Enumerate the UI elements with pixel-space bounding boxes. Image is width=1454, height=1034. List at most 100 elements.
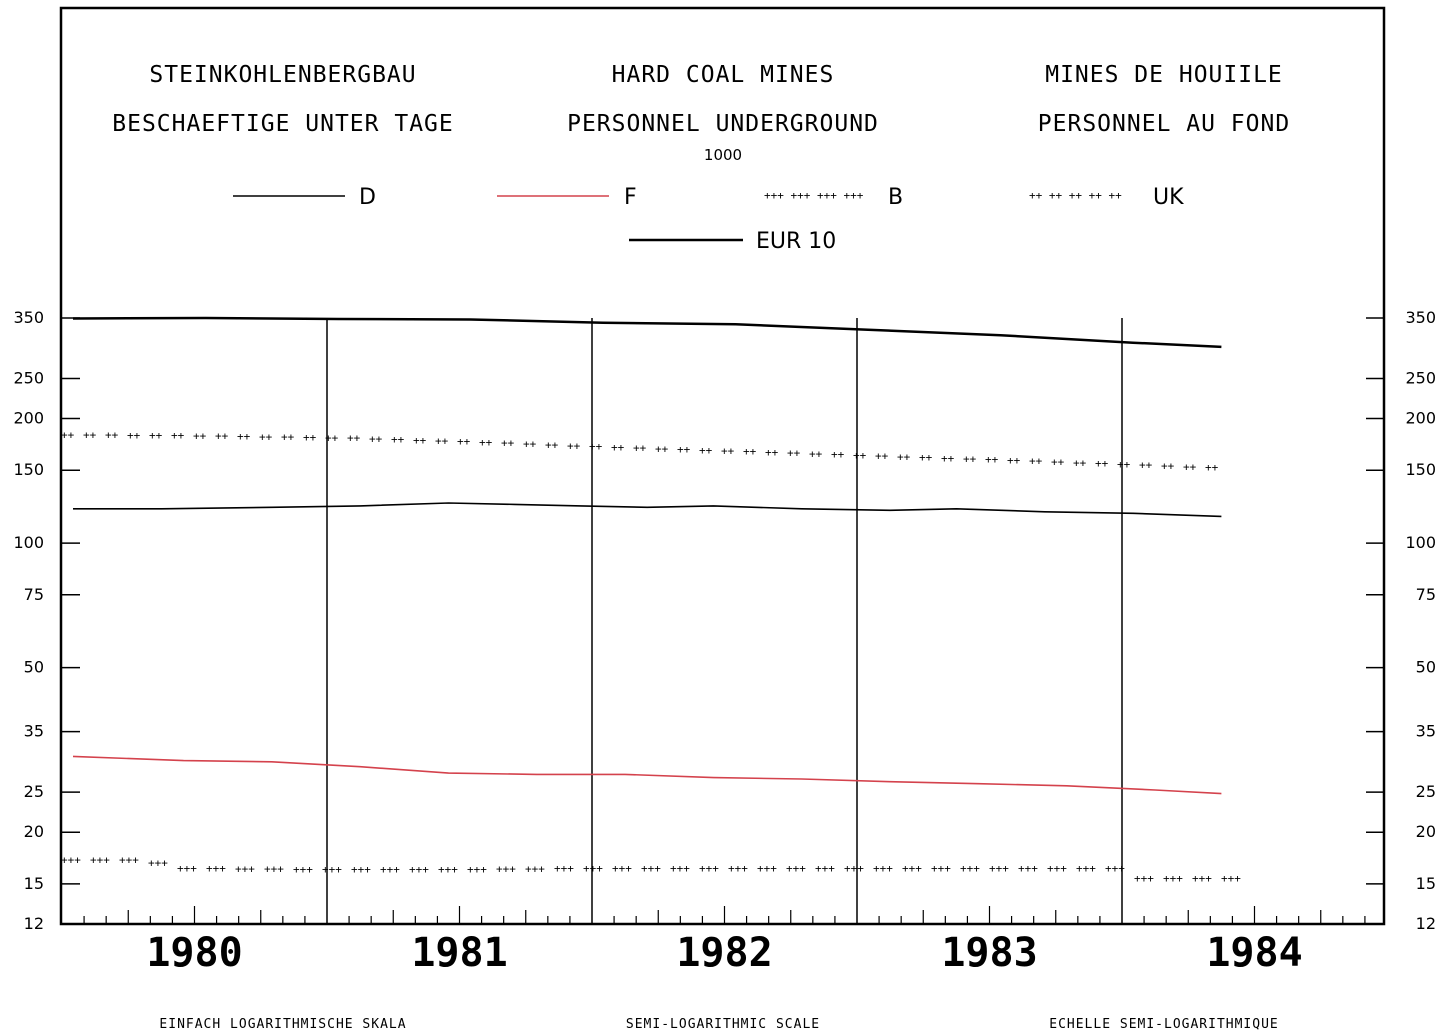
series-marker-uk: ++ <box>721 444 735 457</box>
series-marker-b: +++ <box>293 863 313 876</box>
series-marker-b: +++ <box>641 862 661 875</box>
x-axis: 1980 1981 1982 1983 1984 <box>83 318 1366 976</box>
series-marker-uk: ++ <box>479 436 493 449</box>
series-marker-uk: ++ <box>1095 457 1109 470</box>
y-tick-label-right: 250 <box>1405 368 1436 387</box>
chart-frame <box>59 6 1386 926</box>
legend-label-d: D <box>359 185 376 210</box>
series-marker-b: +++ <box>757 862 777 875</box>
series-marker-uk: ++ <box>897 450 911 463</box>
series-line-b: +++ +++ +++ +++ +++ +++ +++ +++ +++ +++ +++ +++ +++ +… <box>61 853 1241 885</box>
y-tick-label-right: 100 <box>1405 533 1436 552</box>
y-tick-label-right: 200 <box>1405 409 1436 428</box>
series-marker-uk: ++ <box>545 438 559 451</box>
series-marker-uk: ++ <box>61 429 75 442</box>
title-de-line2: BESCHAEFTIGE UNTER TAGE <box>112 111 454 137</box>
series-marker-uk: ++ <box>237 430 251 443</box>
legend-label-uk: UK <box>1153 185 1184 210</box>
series-marker-uk: ++ <box>699 444 713 457</box>
series-marker-uk: ++ <box>259 430 273 443</box>
series-marker-b: +++ <box>960 862 980 875</box>
series-marker-uk: ++ <box>743 445 757 458</box>
series-layer: ++ ++ ++ ++ ++ ++ ++ ++ ++ ++ ++ ++ ++ ++ ++ ++ ++ ++ ++ ++… <box>61 316 1241 885</box>
series-marker-b: +++ <box>264 863 284 876</box>
series-marker-uk: ++ <box>1007 454 1021 467</box>
title-en-line2: PERSONNEL UNDERGROUND <box>567 111 879 137</box>
series-marker-b: +++ <box>1221 872 1241 885</box>
x-tick-label-year: 1983 <box>941 930 1037 976</box>
y-tick-label-right: 12 <box>1416 914 1436 933</box>
y-tick-label-left: 15 <box>24 874 44 893</box>
series-marker-b: +++ <box>1105 862 1125 875</box>
y-tick-label-left: 20 <box>24 822 44 841</box>
series-marker-uk: ++ <box>765 446 779 459</box>
y-axis-left: 12 15 20 25 35 50 75 100 150 200 250 350 <box>13 308 80 933</box>
series-marker-uk: ++ <box>149 429 163 442</box>
series-line-uk: ++ ++ ++ ++ ++ ++ ++ ++ ++ ++ ++ ++ ++ ++ ++ ++ ++ ++ ++ ++… <box>61 429 1219 475</box>
series-marker-b: +++ <box>786 862 806 875</box>
series-marker-b: +++ <box>728 862 748 875</box>
y-tick-label-left: 150 <box>13 460 44 479</box>
series-marker-b: +++ <box>438 863 458 876</box>
series-marker-uk: ++ <box>435 434 449 447</box>
series-marker-uk: ++ <box>831 448 845 461</box>
y-tick-label-left: 35 <box>24 722 44 741</box>
series-marker-b: +++ <box>844 862 864 875</box>
y-tick-label-right: 20 <box>1416 822 1436 841</box>
series-marker-b: +++ <box>496 863 516 876</box>
y-axis-right: 12 15 20 25 35 50 75 100 150 200 250 350 <box>1366 308 1436 933</box>
title-fr-line1: MINES DE HOUIILE <box>1045 62 1283 88</box>
legend-label-b: B <box>888 185 903 210</box>
y-tick-label-right: 75 <box>1416 585 1436 604</box>
x-tick-label-year: 1981 <box>411 930 507 976</box>
series-marker-uk: ++ <box>1183 460 1197 473</box>
series-marker-b: +++ <box>148 857 168 870</box>
y-tick-label-left: 100 <box>13 533 44 552</box>
series-marker-b: +++ <box>119 853 139 866</box>
series-marker-b: +++ <box>61 853 81 866</box>
y-tick-label-left: 250 <box>13 368 44 387</box>
series-marker-uk: ++ <box>1117 458 1131 471</box>
series-marker-uk: ++ <box>105 429 119 442</box>
series-marker-b: +++ <box>815 862 835 875</box>
series-marker-b: +++ <box>380 863 400 876</box>
x-tick-label-year: 1984 <box>1206 930 1302 976</box>
series-marker-b: +++ <box>206 862 226 875</box>
series-marker-uk: ++ <box>589 440 603 453</box>
series-marker-b: +++ <box>1134 872 1154 885</box>
series-marker-uk: ++ <box>1161 459 1175 472</box>
y-tick-label-right: 50 <box>1416 658 1436 677</box>
series-marker-uk: ++ <box>633 442 647 455</box>
series-line-f <box>72 755 1222 795</box>
title-en-line1: HARD COAL MINES <box>612 62 835 88</box>
footer-fr: ECHELLE SEMI-LOGARITHMIQUE <box>1049 1017 1279 1032</box>
series-marker-b: +++ <box>554 862 574 875</box>
series-marker-b: +++ <box>235 862 255 875</box>
series-line-d <box>73 502 1222 518</box>
title-fr-line2: PERSONNEL AU FOND <box>1038 111 1290 137</box>
legend: D F +++ +++ +++ +++ B ++ ++ ++ ++ ++ UK … <box>233 185 1184 254</box>
y-tick-label-right: 15 <box>1416 874 1436 893</box>
series-marker-b: +++ <box>873 862 893 875</box>
series-marker-uk: ++ <box>215 430 229 443</box>
x-tick-label-year: 1982 <box>676 930 772 976</box>
legend-label-f: F <box>624 185 637 210</box>
series-marker-uk: ++ <box>413 434 427 447</box>
series-marker-b: +++ <box>90 853 110 866</box>
series-marker-uk: ++ <box>677 443 691 456</box>
series-marker-b: +++ <box>1163 872 1183 885</box>
series-marker-uk: ++ <box>963 452 977 465</box>
series-marker-uk: ++ <box>501 437 515 450</box>
series-marker-uk: ++ <box>611 441 625 454</box>
series-marker-uk: ++ <box>655 442 669 455</box>
series-marker-uk: ++ <box>347 432 361 445</box>
series-marker-uk: ++ <box>303 431 317 444</box>
series-marker-b: +++ <box>931 862 951 875</box>
series-marker-uk: ++ <box>281 431 295 444</box>
series-marker-uk: ++ <box>391 433 405 446</box>
legend-swatch-b: +++ +++ +++ +++ <box>764 189 864 202</box>
series-marker-b: +++ <box>1192 872 1212 885</box>
legend-swatch-uk: ++ ++ ++ ++ ++ <box>1029 189 1122 202</box>
series-marker-uk: ++ <box>523 438 537 451</box>
y-tick-label-left: 350 <box>13 308 44 327</box>
